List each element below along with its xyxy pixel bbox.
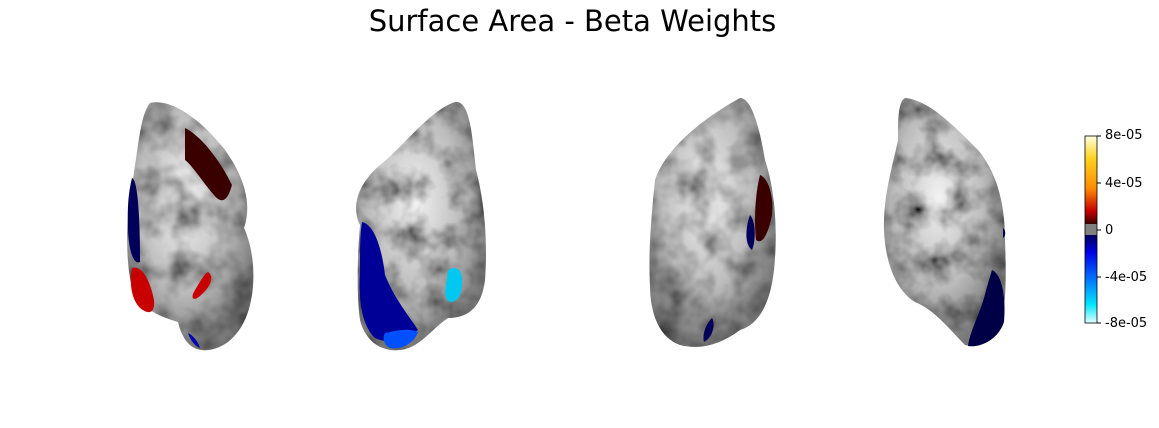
region-dark-blue-2 <box>703 318 714 342</box>
region-dark-blue <box>127 178 140 263</box>
region-dark-red <box>755 175 773 242</box>
colorbar-gradient <box>1084 135 1098 324</box>
brain-view-medial-left <box>356 101 486 351</box>
region-red-2 <box>192 272 212 299</box>
region-blue <box>188 333 200 348</box>
region-dark-blue <box>968 270 1005 347</box>
colorbar-tick-label: -4e-05 <box>1105 270 1148 285</box>
region-dark-blue-2 <box>1003 228 1006 238</box>
colorbar <box>1084 135 1101 324</box>
colorbar-tick-label: 8e-05 <box>1105 128 1143 143</box>
colorbar-tick-label: 4e-05 <box>1105 176 1143 191</box>
region-dark-red <box>185 128 232 201</box>
region-red <box>130 267 155 313</box>
colorbar-tick-label: -8e-05 <box>1105 316 1148 331</box>
region-dark-blue <box>359 222 418 342</box>
brain-view-lateral-left <box>127 102 254 351</box>
region-cyan <box>445 268 462 302</box>
figure-title: Surface Area - Beta Weights <box>368 4 777 38</box>
brain-view-lateral-right <box>649 98 776 347</box>
region-dark-blue <box>746 215 755 250</box>
brain-view-medial-right <box>883 98 1006 347</box>
region-blue <box>383 329 418 349</box>
colorbar-tick-label: 0 <box>1105 223 1114 238</box>
